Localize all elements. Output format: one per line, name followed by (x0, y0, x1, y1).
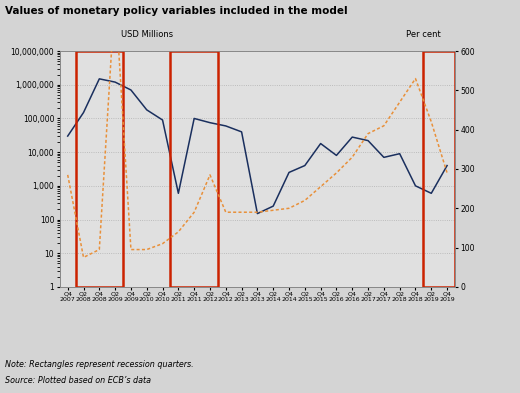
Text: USD Millions: USD Millions (121, 30, 173, 39)
Bar (171, 51, 218, 287)
Bar (423, 51, 455, 287)
Bar (75, 51, 123, 287)
Text: Source: Plotted based on ECB’s data: Source: Plotted based on ECB’s data (5, 376, 151, 386)
Text: Note: Rectangles represent recession quarters.: Note: Rectangles represent recession qua… (5, 360, 194, 369)
Text: Values of monetary policy variables included in the model: Values of monetary policy variables incl… (5, 6, 348, 16)
Text: Per cent: Per cent (406, 30, 441, 39)
